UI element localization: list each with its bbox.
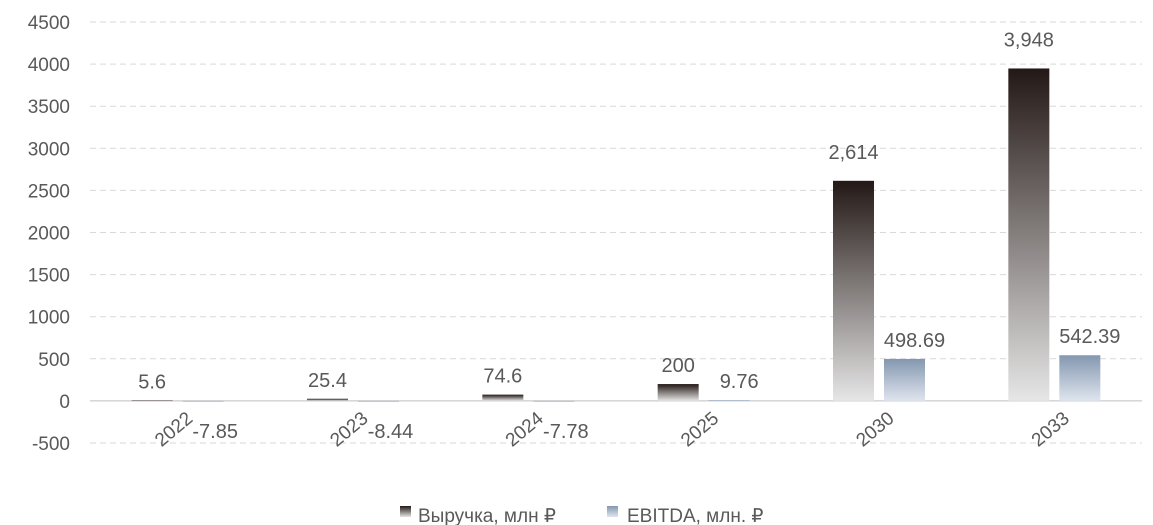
legend-label-ebitda: EBITDA, млн. ₽ xyxy=(627,506,763,525)
data-label-revenue-2025: 200 xyxy=(661,355,694,377)
y-tick-label: 4000 xyxy=(28,55,70,76)
bar-ebitda-2022 xyxy=(182,400,224,402)
bars xyxy=(131,68,1101,402)
x-axis-tick-labels: 2022 2023 2024 2025 2030 2033 xyxy=(151,408,1074,452)
data-label-ebitda-2033: 542.39 xyxy=(1059,326,1120,348)
y-tick-label: 500 xyxy=(38,350,70,371)
data-label-ebitda-2030: 498.69 xyxy=(884,330,945,352)
data-label-revenue-2030: 2,614 xyxy=(828,142,878,164)
gridlines xyxy=(90,21,1142,444)
x-tick-label: 2023 xyxy=(327,408,373,451)
data-label-ebitda-2023: -8.44 xyxy=(368,421,414,443)
x-tick-label: 2022 xyxy=(151,408,197,451)
bar-revenue-2022 xyxy=(131,400,173,402)
y-tick-label: 0 xyxy=(59,392,70,413)
y-tick-label: 4500 xyxy=(28,13,70,34)
bar-revenue-2025 xyxy=(657,384,699,401)
data-label-revenue-2023: 25.4 xyxy=(308,370,347,392)
y-tick-label: 3500 xyxy=(28,97,70,118)
data-label-revenue-2024: 74.6 xyxy=(483,366,522,388)
bar-revenue-2033 xyxy=(1008,68,1050,401)
y-tick-label: 3000 xyxy=(28,139,70,160)
data-label-ebitda-2025: 9.76 xyxy=(720,371,759,393)
data-label-revenue-2033: 3,948 xyxy=(1004,29,1054,51)
bar-ebitda-2023 xyxy=(358,400,399,402)
bar-ebitda-2025 xyxy=(708,400,750,402)
data-labels: 5.6 -7.85 25.4 -8.44 74.6 -7.78 200 9.76 2,614 49… xyxy=(138,29,1120,442)
y-axis-tick-labels: -500 0 500 1000 1500 2000 2500 3000 3500 4000 4500 xyxy=(28,13,70,455)
legend-swatch-ebitda xyxy=(607,506,618,517)
legend-label-revenue: Выручка, млн ₽ xyxy=(418,506,556,525)
y-tick-label: 1000 xyxy=(28,308,70,329)
bar-ebitda-2024 xyxy=(533,400,575,402)
y-tick-label: 1500 xyxy=(28,266,70,287)
bar-revenue-2030 xyxy=(833,180,874,401)
bar-revenue-2023 xyxy=(307,398,348,401)
bar-ebitda-2030 xyxy=(884,358,925,401)
bar-revenue-2024 xyxy=(482,394,524,401)
y-tick-label: -500 xyxy=(32,434,70,455)
x-tick-label: 2025 xyxy=(677,408,723,451)
x-tick-label: 2033 xyxy=(1028,408,1074,451)
legend-swatch-revenue xyxy=(400,506,411,517)
x-tick-label: 2030 xyxy=(853,408,899,451)
bar-ebitda-2033 xyxy=(1059,355,1101,401)
y-tick-label: 2000 xyxy=(28,224,70,245)
data-label-revenue-2022: 5.6 xyxy=(138,371,166,393)
x-tick-label: 2024 xyxy=(502,408,548,452)
y-tick-label: 2500 xyxy=(28,181,70,202)
data-label-ebitda-2022: -7.85 xyxy=(192,421,238,443)
legend: Выручка, млн ₽ EBITDA, млн. ₽ xyxy=(400,506,763,525)
data-label-ebitda-2024: -7.78 xyxy=(543,421,589,443)
